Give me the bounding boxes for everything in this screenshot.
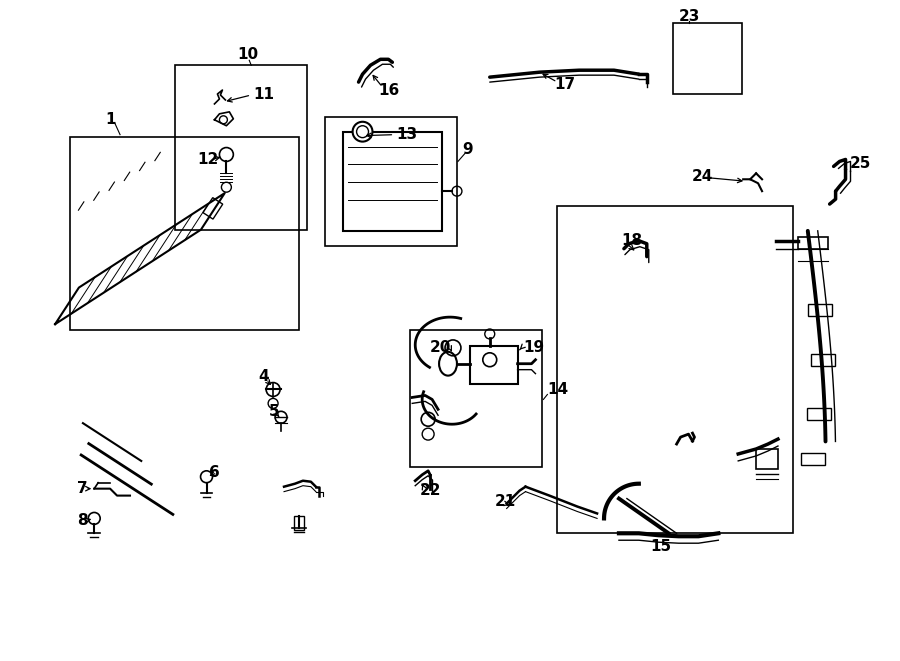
Bar: [808, 304, 833, 316]
Text: 24: 24: [691, 169, 713, 184]
Bar: [557, 206, 793, 533]
Text: 19: 19: [524, 340, 544, 356]
Bar: [797, 237, 828, 249]
Circle shape: [353, 122, 373, 141]
Bar: [470, 346, 518, 383]
Text: 22: 22: [420, 483, 442, 498]
Text: 4: 4: [258, 369, 269, 384]
Text: 15: 15: [651, 539, 672, 554]
Bar: [801, 453, 824, 465]
Text: 20: 20: [430, 340, 452, 356]
Bar: [203, 198, 222, 219]
Text: 10: 10: [238, 47, 258, 62]
Bar: [807, 408, 832, 420]
Bar: [70, 137, 299, 330]
Text: 6: 6: [209, 465, 220, 481]
Text: 8: 8: [77, 513, 88, 528]
Bar: [811, 354, 834, 366]
Text: 1: 1: [105, 112, 115, 128]
Text: 11: 11: [253, 87, 274, 102]
Text: 16: 16: [378, 83, 400, 98]
Bar: [410, 330, 543, 467]
Circle shape: [356, 126, 368, 137]
Bar: [175, 65, 307, 230]
Text: 18: 18: [621, 233, 642, 249]
Text: 17: 17: [554, 77, 575, 92]
Ellipse shape: [439, 352, 457, 375]
Bar: [756, 449, 778, 469]
Text: 9: 9: [462, 142, 472, 157]
Text: 12: 12: [198, 152, 219, 167]
Bar: [325, 117, 457, 246]
Text: 7: 7: [77, 481, 88, 496]
Text: 5: 5: [269, 404, 280, 419]
Text: 25: 25: [850, 156, 871, 171]
Text: 21: 21: [495, 494, 516, 509]
Bar: [672, 22, 742, 94]
Text: 14: 14: [547, 382, 569, 397]
Text: 23: 23: [679, 9, 700, 24]
Bar: [343, 132, 442, 231]
Bar: [294, 516, 304, 530]
Text: 13: 13: [396, 127, 418, 142]
